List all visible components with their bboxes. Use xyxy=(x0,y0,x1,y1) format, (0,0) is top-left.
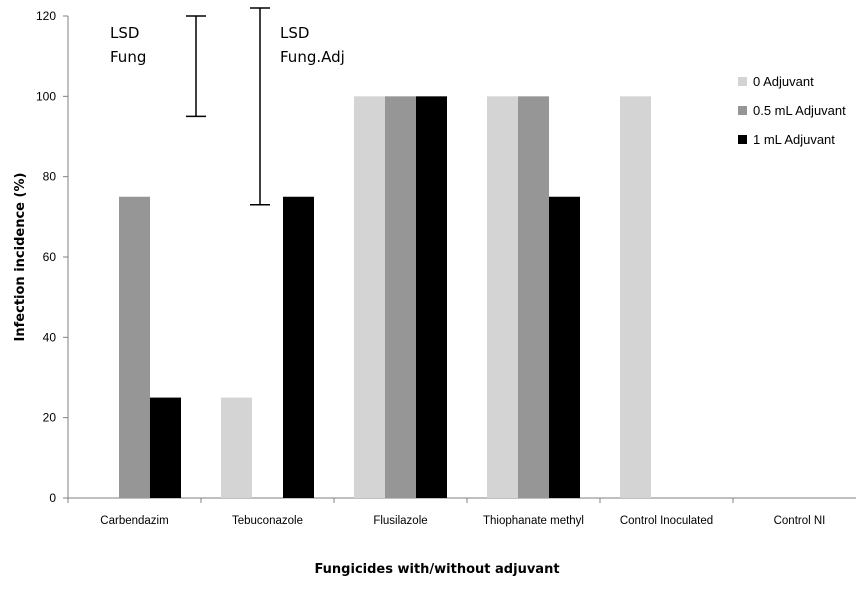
bar xyxy=(620,96,651,498)
y-tick-label: 60 xyxy=(43,250,57,264)
x-axis-title: Fungicides with/without adjuvant xyxy=(314,562,559,577)
bar xyxy=(283,196,314,498)
bar xyxy=(487,96,518,498)
x-category-label: Tebuconazole xyxy=(232,515,303,527)
bar xyxy=(416,96,447,498)
lsd-label: Fung.Adj xyxy=(280,48,345,66)
y-axis: 0 20 40 60 80 100 120 xyxy=(36,9,69,505)
y-axis-title: Infection incidence (%) xyxy=(13,173,28,342)
x-category-label: Control NI xyxy=(774,515,826,527)
bar xyxy=(385,96,416,498)
x-category-label: Flusilazole xyxy=(373,515,427,527)
y-tick-label: 20 xyxy=(43,411,57,425)
legend-label: 0.5 mL Adjuvant xyxy=(753,103,846,118)
x-category-label: Control Inoculated xyxy=(620,515,713,527)
bar xyxy=(549,196,580,498)
bar xyxy=(119,196,150,498)
legend-swatch xyxy=(738,77,747,86)
lsd-label: LSD xyxy=(280,24,309,42)
bar-series xyxy=(119,96,651,498)
x-category-label: Carbendazim xyxy=(100,515,168,527)
legend-swatch xyxy=(738,135,747,144)
bar xyxy=(221,397,252,498)
legend-swatch xyxy=(738,106,747,115)
legend: 0 Adjuvant 0.5 mL Adjuvant 1 mL Adjuvant xyxy=(738,74,846,147)
y-tick-label: 80 xyxy=(43,170,57,184)
y-tick-label: 100 xyxy=(36,89,56,103)
y-tick-label: 0 xyxy=(49,491,56,505)
lsd-label: Fung xyxy=(110,48,146,66)
lsd-label: LSD xyxy=(110,24,139,42)
bar xyxy=(518,96,549,498)
bar xyxy=(354,96,385,498)
legend-label: 1 mL Adjuvant xyxy=(753,132,835,147)
legend-label: 0 Adjuvant xyxy=(753,74,814,89)
y-tick-label: 40 xyxy=(43,330,57,344)
x-category-label: Thiophanate methyl xyxy=(483,515,584,527)
lsd-error-bars: LSD Fung LSD Fung.Adj xyxy=(110,7,345,206)
bar xyxy=(150,397,181,498)
y-tick-label: 120 xyxy=(36,9,56,23)
x-axis: Carbendazim Tebuconazole Flusilazole Thioph… xyxy=(67,497,856,527)
